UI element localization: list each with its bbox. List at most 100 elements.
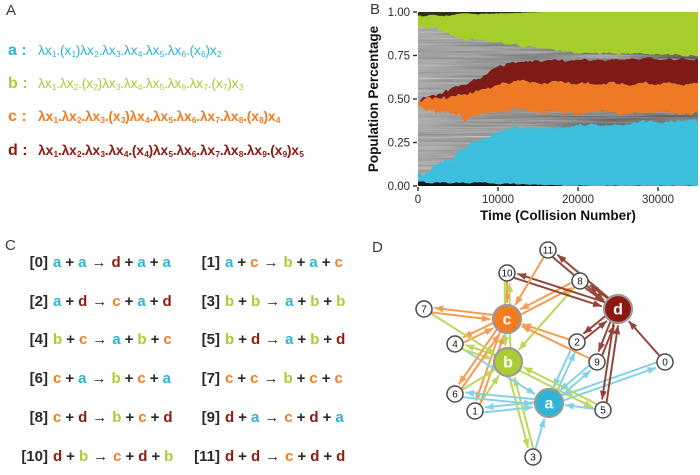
reaction-index: [9] — [201, 408, 220, 426]
edge-4-b — [461, 348, 493, 360]
plus-sign: + — [237, 254, 247, 271]
panel-d-label: D — [372, 239, 383, 256]
plus-sign: + — [297, 331, 307, 349]
plus-sign: + — [321, 370, 331, 388]
edge-7-b — [430, 312, 495, 354]
species-node-label: d — [613, 302, 623, 319]
reaction-node-label: 4 — [452, 340, 458, 351]
plus-sign: + — [321, 254, 331, 271]
reaction-arrow: → — [265, 331, 281, 349]
plus-sign: + — [124, 292, 134, 310]
species-letter-d: d — [309, 408, 319, 426]
species-letter-a: a — [53, 292, 62, 310]
plus-sign: + — [323, 292, 333, 310]
reaction-node-9: 9 — [588, 353, 606, 371]
species-letter-c: c — [284, 408, 293, 426]
species-letter-d: d — [336, 447, 346, 465]
species-letter-d: d — [162, 292, 172, 310]
species-letter-b: b — [53, 331, 63, 349]
reaction-index: [3] — [201, 292, 220, 310]
reaction-node-label: 5 — [600, 406, 606, 417]
y-tick-label: 0.75 — [388, 50, 410, 62]
species-label-a: a : — [8, 42, 27, 59]
reaction-rule-1: [1] a + c → b + a + c — [188, 253, 344, 273]
plus-sign: + — [124, 254, 134, 271]
y-tick-label: 0.00 — [388, 181, 410, 193]
reaction-node-4: 4 — [446, 335, 464, 353]
species-letter-c: c — [137, 370, 146, 388]
edge-c-6 — [458, 328, 498, 385]
species-letter-a: a — [78, 254, 87, 271]
y-tick-label: 0.50 — [388, 94, 410, 106]
species-letter-c: c — [163, 331, 172, 349]
reaction-index: [10] — [21, 447, 48, 465]
reaction-node-label: 3 — [530, 453, 536, 464]
edge-d-5 — [599, 322, 615, 400]
reaction-node-7: 7 — [415, 300, 433, 318]
plus-sign: + — [125, 408, 135, 426]
species-letter-b: b — [336, 292, 346, 310]
reaction-node-6: 6 — [446, 385, 464, 403]
species-node-b: b — [492, 346, 524, 378]
species-letter-a: a — [285, 331, 294, 349]
species-letter-a: a — [162, 370, 171, 388]
species-letter-a: a — [309, 254, 318, 271]
area-species-c — [418, 79, 698, 123]
species-letter-c: c — [78, 331, 88, 349]
plus-sign: + — [238, 331, 247, 349]
plus-sign: + — [124, 370, 134, 388]
reaction-index: [7] — [201, 370, 220, 388]
plus-sign: + — [150, 331, 160, 349]
plus-sign: + — [65, 370, 75, 388]
reaction-rule-4: [4] b + c → a + b + c — [16, 330, 173, 350]
reaction-index: [5] — [201, 331, 220, 349]
lambda-formula-d: λx1.λx2.λx3.λx4.(x4)λx5.λx6.λx7.λx8.λx9.… — [38, 142, 304, 160]
area-minor-bottom — [418, 181, 698, 186]
species-letter-d: d — [250, 447, 261, 465]
species-letter-a: a — [285, 292, 294, 310]
plus-sign: + — [297, 447, 307, 465]
species-letter-d: d — [225, 408, 235, 426]
area-species-a — [418, 119, 698, 186]
species-letter-b: b — [78, 447, 89, 465]
species-letter-d: d — [250, 331, 261, 349]
edge-3-a — [534, 418, 546, 450]
species-letter-c: c — [334, 370, 343, 388]
edge-b-5 — [519, 369, 594, 409]
reaction-arrow: → — [265, 447, 281, 465]
edge-d-8 — [589, 284, 609, 300]
species-letter-d: d — [225, 447, 235, 465]
species-letter-d: d — [138, 447, 148, 465]
species-letter-b: b — [111, 370, 121, 388]
plus-sign: + — [323, 447, 333, 465]
species-letter-c: c — [113, 447, 122, 465]
species-letter-b: b — [137, 331, 147, 349]
plus-sign: + — [66, 447, 75, 465]
edge-a-9 — [560, 369, 592, 397]
reaction-index: [11] — [194, 447, 220, 465]
plus-sign: + — [297, 292, 307, 310]
reaction-node-label: 1 — [472, 407, 478, 418]
plus-sign: + — [296, 408, 306, 426]
lambda-formula-a: λx1.(x1)λx2.λx3.λx4.λx5.λx6.(x6)x2 — [38, 42, 222, 60]
species-letter-a: a — [112, 331, 121, 349]
plus-sign: + — [149, 370, 159, 388]
reaction-node-label: 11 — [543, 246, 554, 257]
reaction-arrow: → — [264, 408, 280, 426]
species-node-a: a — [533, 387, 565, 419]
reaction-rule-2: [2] a + d → c + a + d — [16, 292, 173, 312]
plus-sign: + — [323, 331, 333, 349]
reaction-node-11: 11 — [539, 241, 557, 259]
x-tick-label: 30000 — [642, 194, 674, 206]
lambda-formula-b: λx1.λx2.(x2)λx3.λx4.λx5.λx6.λx7.(x7)x3 — [38, 75, 244, 93]
species-letter-a: a — [53, 254, 62, 271]
panel-c-label: C — [5, 237, 16, 254]
reaction-rule-10: [10] d + b → c + d + b — [16, 447, 174, 467]
species-letter-c: c — [309, 370, 318, 388]
reaction-node-label: 2 — [574, 338, 580, 349]
species-letter-d: d — [336, 331, 346, 349]
species-letter-b: b — [283, 370, 293, 388]
x-tick-label: 10000 — [482, 194, 514, 206]
edge-a-6 — [465, 389, 536, 401]
plus-sign: + — [150, 408, 160, 426]
